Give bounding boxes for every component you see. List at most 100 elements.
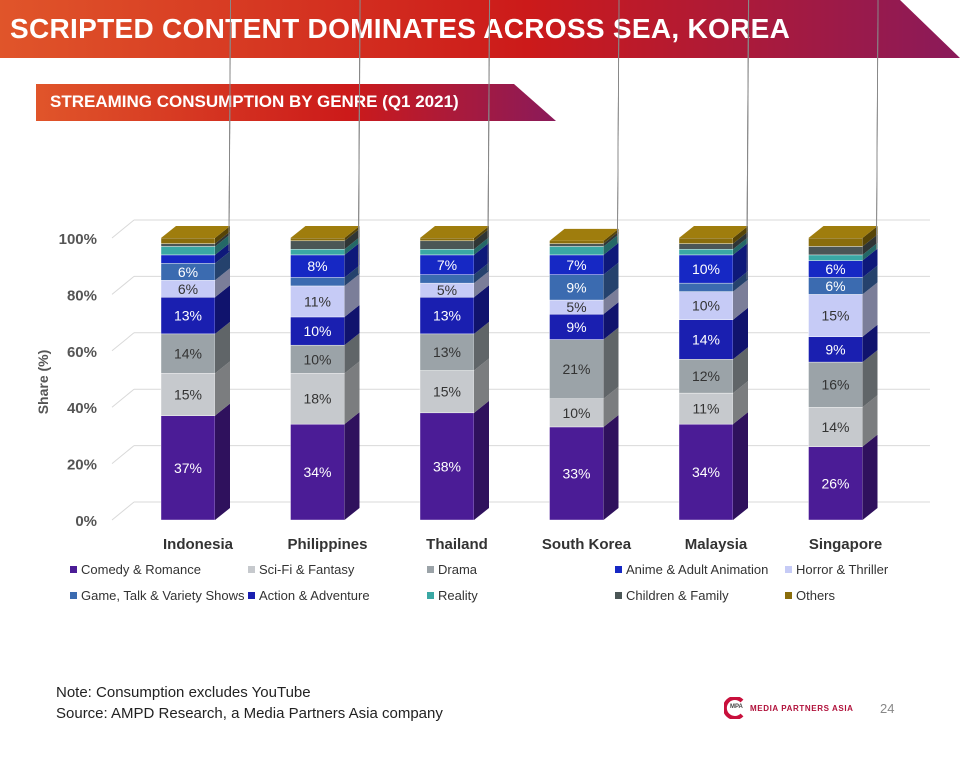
y-tick-label: 100%: [59, 231, 97, 248]
subtitle-banner: [36, 84, 556, 121]
bar-segment-side: [474, 271, 489, 298]
legend-swatch: [615, 592, 622, 599]
bar-segment: [678, 392, 734, 425]
bar-segment-side: [862, 350, 878, 408]
bar-segment-side: [733, 412, 748, 520]
leader-line: [358, 0, 361, 232]
bar-segment-side: [215, 403, 230, 520]
source-text: Source: AMPD Research, a Media Partners …: [56, 705, 443, 722]
legend-label: Comedy & Romance: [81, 562, 201, 577]
bar-segment: [419, 412, 475, 521]
bar-segment: [160, 254, 216, 264]
bar-segment-side: [474, 228, 489, 250]
bar-segment-side: [733, 242, 748, 284]
data-label: 6%: [178, 281, 198, 297]
bar-segment-side: [215, 361, 230, 416]
bar-segment-side: [603, 231, 619, 247]
data-label: 12%: [692, 368, 720, 384]
leader-line: [617, 0, 620, 235]
bar-segment: [160, 246, 216, 256]
data-label: 14%: [174, 346, 202, 362]
bar-segment-side: [862, 395, 878, 447]
legend-item: Anime & Adult Animation: [615, 562, 768, 577]
bar-segment: [678, 319, 734, 360]
bar-segment-side: [344, 265, 360, 286]
leader-line: [876, 0, 879, 235]
legend-swatch: [427, 566, 434, 573]
legend-item: Children & Family: [615, 588, 729, 603]
legend-label: Children & Family: [626, 588, 729, 603]
bar-segment: [290, 237, 345, 242]
bar-segment-side: [215, 321, 230, 374]
bar-top-face: [808, 226, 878, 238]
bar-segment-side: [215, 231, 230, 247]
bar-segment: [808, 246, 863, 256]
bar-segment: [678, 237, 734, 244]
data-label: 9%: [825, 341, 845, 357]
bar-segment-side: [344, 333, 360, 374]
logo-abbr: MPA: [730, 704, 743, 710]
bar-segment-side: [733, 237, 748, 255]
bar-segment-side: [733, 271, 748, 292]
data-label: 26%: [821, 475, 849, 491]
data-label: 10%: [562, 405, 590, 421]
bar-segment-side: [474, 285, 489, 334]
logo-text: MEDIA PARTNERS ASIA: [750, 703, 854, 713]
bar-segment: [678, 249, 734, 256]
bar-segment-side: [344, 226, 360, 241]
bar-segment: [290, 285, 345, 318]
data-label: 13%: [433, 344, 461, 360]
bar-segment-side: [474, 226, 489, 241]
gridline-diagonal: [111, 276, 135, 295]
data-label: 11%: [693, 401, 720, 417]
bar-segment: [678, 282, 734, 292]
bar-segment-side: [344, 361, 360, 425]
bar-segment: [549, 240, 604, 244]
x-tick-label: Malaysia: [685, 536, 748, 553]
bar-segment: [808, 361, 863, 408]
bar-segment: [808, 407, 863, 447]
bar-segment-side: [474, 242, 489, 275]
legend-swatch: [70, 592, 77, 599]
data-label: 16%: [821, 377, 849, 393]
bar-segment: [290, 423, 345, 521]
legend-item: Horror & Thriller: [785, 562, 888, 577]
legend-label: Action & Adventure: [259, 588, 370, 603]
bar-segment: [678, 243, 734, 250]
bar-segment-side: [862, 282, 878, 337]
bar-segment: [160, 237, 216, 244]
gridline-diagonal: [111, 501, 135, 521]
bar-top-face: [549, 228, 619, 241]
data-label: 11%: [304, 293, 331, 309]
legend-swatch: [248, 592, 255, 599]
bar-segment-side: [215, 226, 230, 244]
gridline-diagonal: [111, 388, 135, 408]
bar-segment-side: [344, 273, 360, 317]
bar-segment-side: [862, 265, 878, 295]
bar-segment: [678, 423, 734, 521]
legend-item: Sci-Fi & Fantasy: [248, 562, 354, 577]
bar-segment: [549, 426, 604, 521]
bar-segment-side: [474, 358, 489, 413]
data-label: 13%: [433, 308, 461, 324]
bar-segment: [549, 243, 604, 247]
bar-segment-side: [344, 304, 360, 346]
data-label: 34%: [303, 464, 331, 480]
bar-segment-side: [344, 412, 360, 520]
legend-item: Others: [785, 588, 835, 603]
bar-top-face: [161, 226, 230, 238]
bar-segment-side: [215, 285, 230, 334]
bar-segment: [419, 237, 475, 242]
bar-segment-side: [215, 242, 230, 264]
bar-segment-side: [344, 228, 360, 250]
leader-line: [487, 0, 490, 232]
bar-segment: [808, 294, 863, 337]
legend-swatch: [248, 566, 255, 573]
bar-segment-side: [862, 242, 878, 261]
y-tick-label: 80%: [67, 287, 97, 304]
bar-segment: [290, 249, 345, 256]
bar-segment: [419, 274, 475, 284]
note-text: Note: Consumption excludes YouTube: [56, 684, 311, 701]
bar-segment-side: [215, 234, 230, 255]
leader-line: [746, 0, 749, 233]
